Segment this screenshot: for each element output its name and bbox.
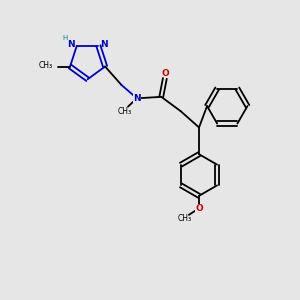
Text: CH₃: CH₃	[118, 107, 132, 116]
Text: N: N	[133, 94, 141, 103]
Text: CH₃: CH₃	[178, 214, 192, 223]
Text: O: O	[195, 204, 203, 213]
Text: H: H	[63, 34, 68, 40]
Text: N: N	[100, 40, 108, 49]
Text: CH₃: CH₃	[39, 61, 53, 70]
Text: N: N	[68, 40, 75, 49]
Text: O: O	[162, 70, 169, 79]
